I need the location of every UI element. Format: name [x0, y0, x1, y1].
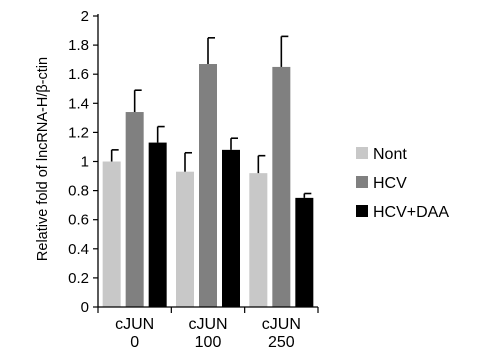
bar-nont-2	[249, 173, 268, 307]
bar-hcv-0	[125, 112, 144, 307]
x-tick-label: 0	[130, 334, 139, 351]
legend-label: HCV+DAA	[373, 204, 449, 221]
legend-label: HCV	[373, 175, 407, 192]
x-tick-label: cJUN	[115, 316, 154, 333]
y-tick-label: 1	[81, 154, 89, 171]
bar-hcv-daa-1	[222, 149, 240, 307]
bar-hcv-1	[199, 64, 217, 307]
x-tick-label: cJUN	[262, 316, 301, 333]
legend-swatch	[356, 176, 368, 188]
legend-swatch	[356, 147, 368, 159]
bar-hcv-2	[272, 66, 291, 307]
bar-nont-1	[176, 171, 194, 307]
bar-hcv-daa-0	[148, 142, 167, 307]
y-tick-label: 0.6	[68, 212, 89, 229]
y-tick-label: 1.2	[68, 124, 89, 141]
plot-area: 00.20.40.60.811.21.41.61.82cJUN0cJUN100c…	[68, 8, 319, 351]
y-tick-label: 0.2	[68, 270, 89, 287]
legend-swatch	[356, 205, 368, 217]
x-tick-label: 100	[195, 334, 222, 351]
y-tick-label: 1.8	[68, 37, 89, 54]
y-tick-label: 1.4	[68, 95, 89, 112]
x-tick-label: cJUN	[188, 316, 227, 333]
legend: Nont HCV HCV+DAA	[356, 146, 449, 221]
y-tick-label: 0.4	[68, 241, 89, 258]
bar-hcv-daa-2	[295, 197, 314, 307]
x-tick-label: 250	[268, 334, 295, 351]
y-tick-label: 0	[81, 299, 89, 316]
y-axis-label: Relative fold of lncRNA-H/β-ctin	[35, 57, 51, 261]
y-tick-label: 2	[81, 8, 89, 25]
bar-nont-0	[102, 161, 121, 307]
y-tick-label: 0.8	[68, 183, 89, 200]
y-tick-label: 1.6	[68, 66, 89, 83]
legend-label: Nont	[373, 146, 407, 163]
